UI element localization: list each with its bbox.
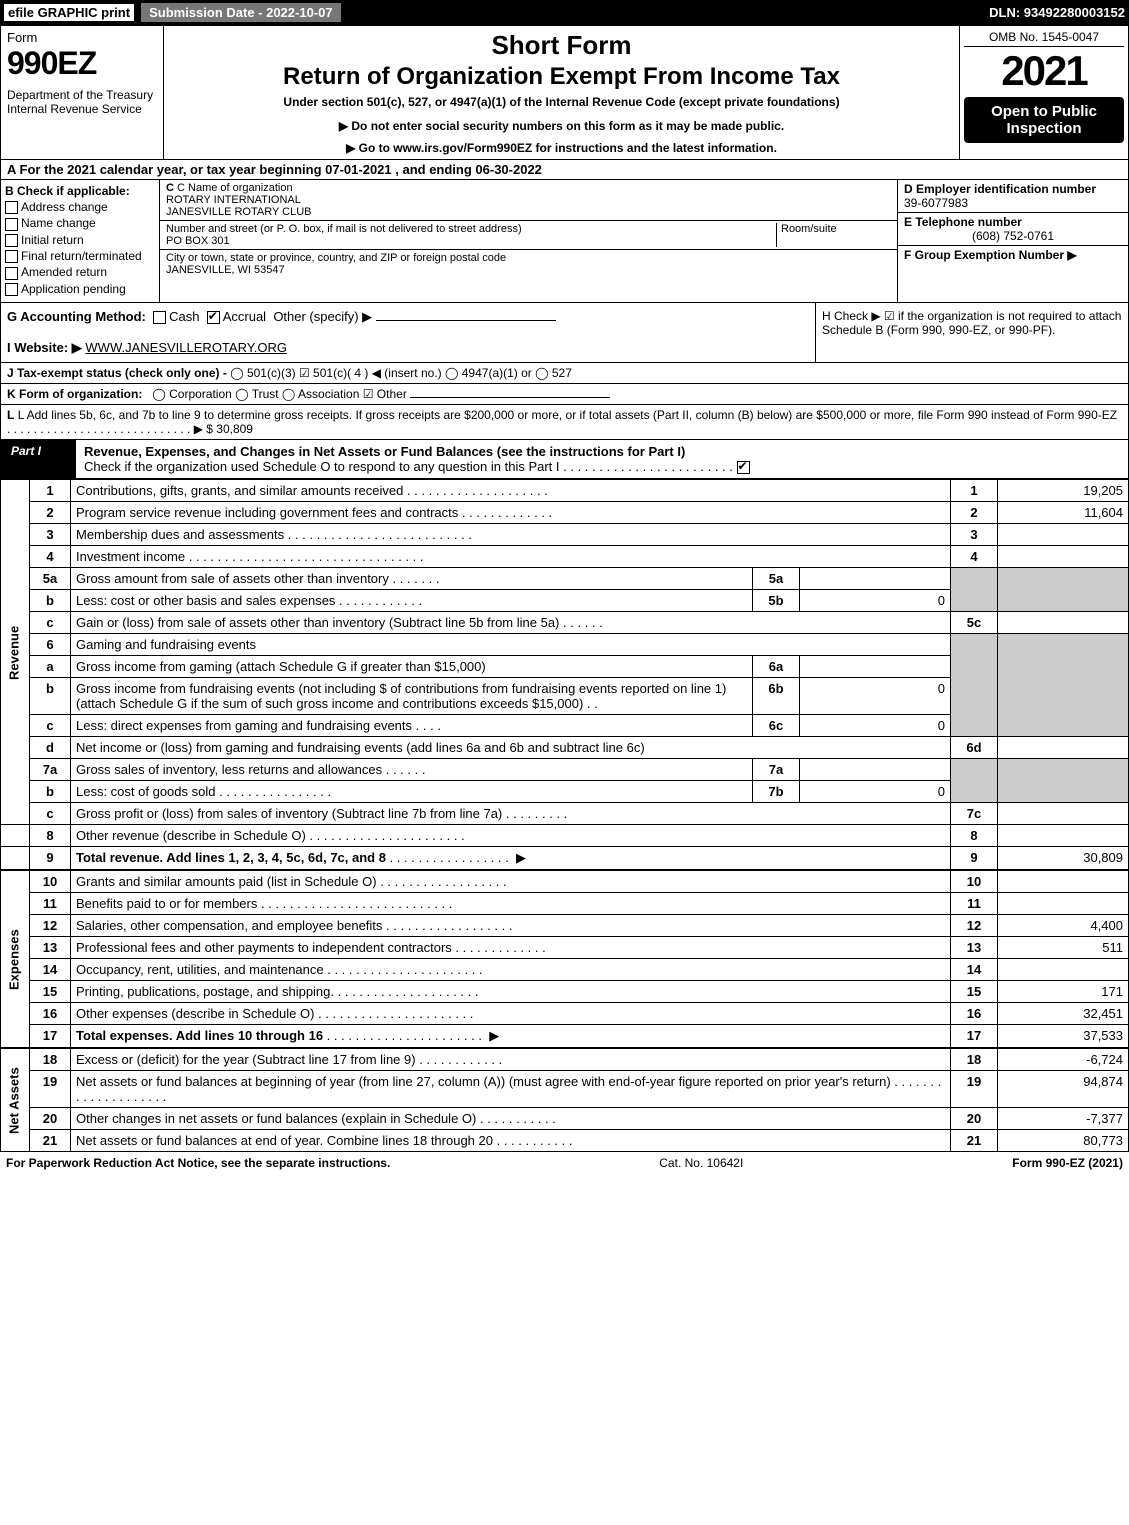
expenses-table: Expenses 10 Grants and similar amounts p… [0,870,1129,1048]
line-1-value: 19,205 [998,480,1129,502]
short-form-title: Short Form [172,30,951,61]
line-17-value: 37,533 [998,1025,1129,1048]
line-7c-value [998,803,1129,825]
checkbox-cash[interactable] [153,311,166,324]
line-19-value: 94,874 [998,1071,1129,1108]
line-9-value: 30,809 [998,847,1129,870]
paperwork-notice: For Paperwork Reduction Act Notice, see … [6,1156,390,1170]
checkbox-accrual[interactable] [207,311,220,324]
line-16-value: 32,451 [998,1003,1129,1025]
d-label: D Employer identification number [904,182,1096,196]
checkbox-final-return[interactable] [5,250,18,263]
submission-date: Submission Date - 2022-10-07 [140,2,342,23]
e-label: E Telephone number [904,215,1022,229]
efile-label[interactable]: efile GRAPHIC print [4,4,134,21]
row-j: J Tax-exempt status (check only one) - ◯… [0,363,1129,384]
top-bar: efile GRAPHIC print Submission Date - 20… [0,0,1129,25]
line-21-value: 80,773 [998,1130,1129,1152]
col-def: D Employer identification number 39-6077… [897,180,1128,302]
col-c-org-info: C C Name of organization ROTARY INTERNAT… [160,180,897,302]
expenses-side-label: Expenses [1,871,30,1048]
revenue-table: Revenue 1 Contributions, gifts, grants, … [0,479,1129,870]
line-12-value: 4,400 [998,915,1129,937]
line-20-value: -7,377 [998,1108,1129,1130]
checkbox-schedule-o[interactable] [737,461,750,474]
line-5a-value [800,568,951,590]
irs-link[interactable]: ▶ Go to www.irs.gov/Form990EZ for instru… [172,141,951,155]
g-label: G Accounting Method: [7,309,146,324]
net-assets-table: Net Assets 18 Excess or (deficit) for th… [0,1048,1129,1152]
line-7a-value [800,759,951,781]
cat-number: Cat. No. 10642I [659,1156,743,1170]
addr-label: Number and street (or P. O. box, if mail… [166,223,522,235]
department: Department of the Treasury Internal Reve… [7,88,157,116]
open-inspection: Open to Public Inspection [964,97,1124,143]
line-2-value: 11,604 [998,502,1129,524]
tax-year: 2021 [964,47,1124,95]
ein-value: 39-6077983 [904,196,968,210]
form-header: Form 990EZ Department of the Treasury In… [0,25,1129,160]
website-value[interactable]: WWW.JANESVILLEROTARY.ORG [85,340,287,355]
line-14-value [998,959,1129,981]
line-5b-value: 0 [800,590,951,612]
city-label: City or town, state or province, country… [166,252,506,264]
part-1-sub: Check if the organization used Schedule … [84,459,560,474]
page-footer: For Paperwork Reduction Act Notice, see … [0,1152,1129,1174]
under-section: Under section 501(c), 527, or 4947(a)(1)… [172,95,951,109]
form-ref: Form 990-EZ (2021) [1012,1156,1123,1170]
netassets-side-label: Net Assets [1,1049,30,1152]
line-7b-value: 0 [800,781,951,803]
form-word: Form [7,30,157,45]
row-l: L L Add lines 5b, 6c, and 7b to line 9 t… [0,405,1129,440]
ssn-warning: ▶ Do not enter social security numbers o… [172,119,951,133]
line-6b-value: 0 [800,678,951,715]
line-5c-value [998,612,1129,634]
line-4-value [998,546,1129,568]
part-1-label: Part I [1,440,76,478]
h-section: H Check ▶ ☑ if the organization is not r… [815,303,1128,362]
org-city: JANESVILLE, WI 53547 [166,264,285,276]
line-11-value [998,893,1129,915]
section-bcdef: B Check if applicable: Address change Na… [0,180,1129,303]
line-15-value: 171 [998,981,1129,1003]
c-label: C C Name of organization [166,182,293,194]
checkbox-amended[interactable] [5,267,18,280]
i-label: I Website: ▶ [7,340,82,355]
checkbox-pending[interactable] [5,283,18,296]
row-k: K Form of organization: ◯ Corporation ◯ … [0,384,1129,405]
line-10-value [998,871,1129,893]
part-1-header: Part I Revenue, Expenses, and Changes in… [0,440,1129,479]
checkbox-address-change[interactable] [5,201,18,214]
form-number: 990EZ [7,45,157,82]
org-address: PO BOX 301 [166,235,230,247]
f-label: F Group Exemption Number ▶ [904,248,1077,262]
line-6d-value [998,737,1129,759]
checkbox-name-change[interactable] [5,218,18,231]
line-3-value [998,524,1129,546]
revenue-side-label: Revenue [1,480,30,825]
omb-number: OMB No. 1545-0047 [964,30,1124,47]
line-18-value: -6,724 [998,1049,1129,1071]
part-1-title: Revenue, Expenses, and Changes in Net As… [84,444,685,459]
return-title: Return of Organization Exempt From Incom… [172,63,951,91]
room-label: Room/suite [781,223,837,235]
line-8-value [998,825,1129,847]
line-6c-value: 0 [800,715,951,737]
dln: DLN: 93492280003152 [989,5,1125,20]
phone-value: (608) 752-0761 [904,229,1122,243]
row-a-tax-year: A For the 2021 calendar year, or tax yea… [0,160,1129,180]
line-13-value: 511 [998,937,1129,959]
col-b-check-applicable: B Check if applicable: Address change Na… [1,180,160,302]
checkbox-initial-return[interactable] [5,234,18,247]
org-name: ROTARY INTERNATIONAL JANESVILLE ROTARY C… [166,194,312,218]
row-gh: G Accounting Method: Cash Accrual Other … [0,303,1129,363]
line-6a-value [800,656,951,678]
